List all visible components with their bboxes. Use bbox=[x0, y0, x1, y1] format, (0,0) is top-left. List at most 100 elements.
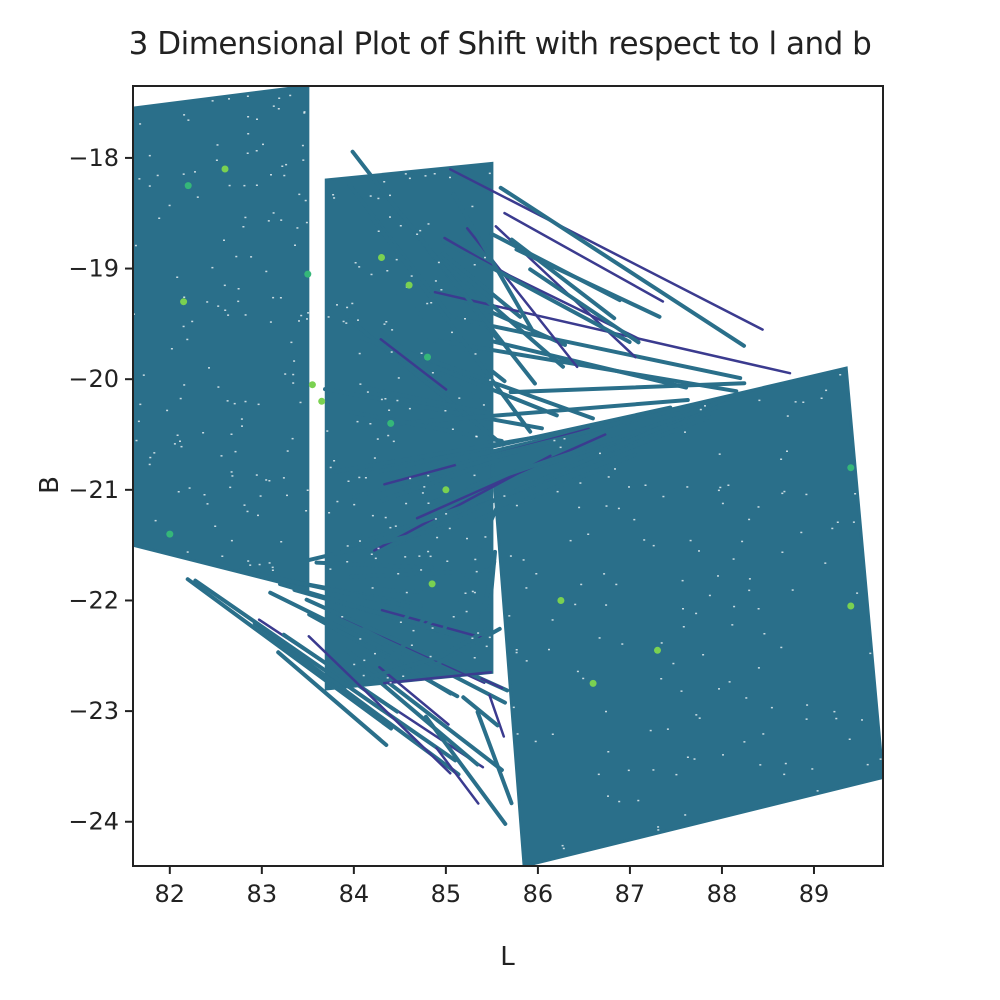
speckle bbox=[148, 154, 151, 157]
connector-line bbox=[401, 213, 537, 386]
speckle bbox=[426, 302, 429, 305]
speckle bbox=[695, 612, 698, 615]
speckle bbox=[427, 223, 430, 225]
x-tick-label: 88 bbox=[707, 880, 738, 908]
speckle bbox=[791, 589, 794, 591]
speckle bbox=[816, 790, 819, 792]
speckle bbox=[559, 446, 562, 449]
speckle bbox=[551, 733, 554, 735]
speckle bbox=[187, 119, 190, 121]
speckle bbox=[556, 490, 559, 493]
connector-line bbox=[281, 632, 400, 714]
x-tick-label: 82 bbox=[155, 880, 186, 908]
connector-line bbox=[392, 340, 483, 403]
track-region-1 bbox=[133, 86, 310, 592]
speckle bbox=[392, 440, 395, 443]
speckle bbox=[484, 536, 487, 538]
speckle bbox=[722, 754, 724, 756]
speckle bbox=[561, 844, 564, 847]
speckle bbox=[265, 479, 268, 481]
speckle bbox=[246, 95, 249, 97]
highlight-point bbox=[378, 254, 385, 261]
speckle bbox=[223, 239, 225, 241]
speckle bbox=[374, 652, 376, 655]
speckle bbox=[718, 453, 721, 455]
connector-line bbox=[385, 398, 690, 427]
speckle bbox=[377, 547, 380, 550]
connector-line bbox=[498, 185, 746, 348]
speckle bbox=[515, 651, 518, 654]
connector-line bbox=[330, 430, 565, 475]
speckle bbox=[389, 526, 392, 529]
x-tick-label: 83 bbox=[247, 880, 278, 908]
speckle bbox=[148, 463, 151, 466]
speckle bbox=[717, 575, 719, 577]
speckle bbox=[272, 105, 275, 107]
connector-line bbox=[503, 211, 665, 303]
speckle bbox=[384, 516, 387, 519]
connector-line bbox=[323, 387, 544, 431]
speckle bbox=[471, 590, 474, 593]
speckle bbox=[576, 670, 579, 673]
speckle bbox=[215, 159, 218, 161]
y-tick-label: −24 bbox=[68, 808, 119, 836]
connector-line bbox=[378, 665, 450, 726]
speckle bbox=[727, 484, 730, 486]
y-axis-label: B bbox=[35, 476, 65, 494]
speckle bbox=[270, 174, 272, 176]
speckle bbox=[227, 314, 230, 316]
highlight-point bbox=[184, 182, 192, 190]
speckle bbox=[839, 374, 842, 376]
speckle bbox=[217, 305, 220, 307]
speckle bbox=[548, 648, 550, 651]
speckle bbox=[353, 503, 356, 506]
speckle bbox=[405, 591, 408, 594]
speckle bbox=[424, 175, 427, 177]
connector-line bbox=[441, 251, 523, 319]
speckle bbox=[689, 539, 692, 542]
y-tick-label: −20 bbox=[68, 365, 119, 393]
speckle bbox=[412, 629, 415, 632]
speckle bbox=[825, 389, 828, 392]
speckle bbox=[427, 550, 430, 553]
speckle bbox=[434, 280, 437, 282]
speckle bbox=[824, 562, 827, 564]
speckle bbox=[208, 367, 210, 369]
speckle bbox=[243, 504, 246, 506]
speckle bbox=[702, 654, 705, 656]
connector-line bbox=[379, 338, 448, 391]
speckle bbox=[512, 706, 515, 709]
connector-line bbox=[278, 582, 475, 643]
speckle bbox=[660, 642, 663, 644]
speckle bbox=[618, 800, 621, 803]
connector-line bbox=[508, 381, 747, 395]
speckle bbox=[698, 717, 701, 719]
speckle bbox=[217, 386, 220, 388]
speckle bbox=[255, 474, 258, 476]
speckle bbox=[257, 403, 260, 406]
speckle bbox=[489, 379, 492, 381]
speckle bbox=[580, 583, 583, 586]
connector-line bbox=[475, 560, 497, 636]
speckle bbox=[223, 284, 226, 287]
speckle bbox=[741, 540, 744, 543]
highlight-point bbox=[847, 602, 855, 610]
speckle bbox=[300, 314, 303, 317]
speckle bbox=[170, 348, 173, 350]
speckle bbox=[282, 477, 285, 479]
connector-line bbox=[185, 577, 394, 731]
connector-line bbox=[348, 318, 505, 447]
speckle bbox=[615, 583, 618, 586]
speckle bbox=[385, 321, 388, 323]
speckle bbox=[237, 300, 240, 303]
speckle bbox=[386, 270, 389, 272]
speckle bbox=[176, 434, 179, 436]
speckle bbox=[259, 495, 262, 497]
connector-line bbox=[382, 670, 493, 685]
speckle bbox=[410, 644, 413, 646]
speckle bbox=[396, 399, 399, 402]
speckle bbox=[598, 637, 601, 639]
speckle bbox=[183, 296, 186, 298]
speckle bbox=[373, 457, 376, 459]
